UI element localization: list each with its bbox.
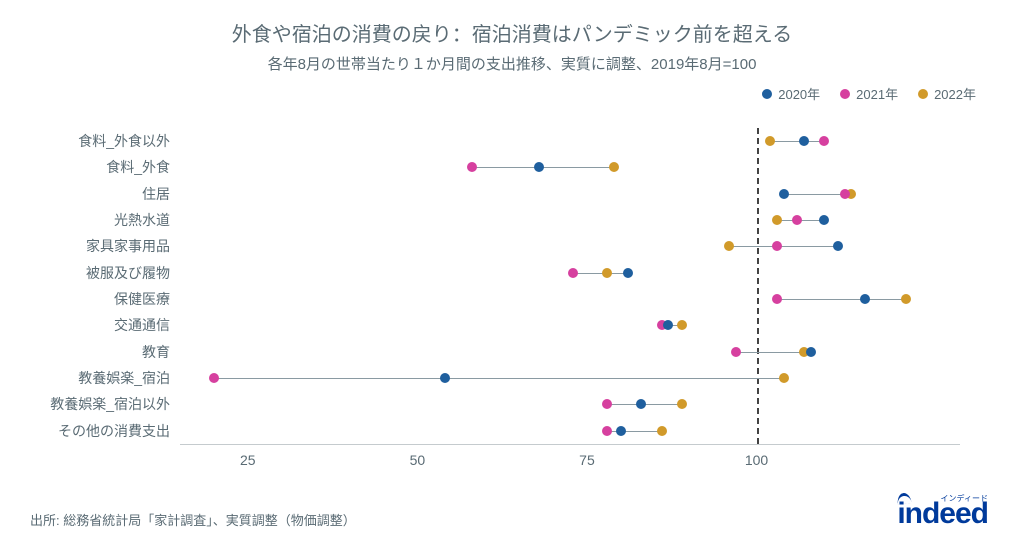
dot-2020 [833, 241, 843, 251]
plot-row: 光熱水道 [180, 207, 960, 233]
dot-2022 [602, 268, 612, 278]
plot-row: 教養娯楽_宿泊 [180, 365, 960, 391]
dot-2020 [636, 399, 646, 409]
plot-row: 家具家事用品 [180, 233, 960, 259]
dot-2022 [765, 136, 775, 146]
dot-2020 [616, 426, 626, 436]
chart-subtitle: 各年8月の世帯当たり１か月間の支出推移、実質に調整、2019年8月=100 [0, 47, 1024, 74]
dot-2022 [609, 162, 619, 172]
category-label: 教養娯楽_宿泊以外 [50, 391, 180, 417]
dot-2021 [819, 136, 829, 146]
dot-2020 [779, 189, 789, 199]
range-connector [214, 378, 784, 379]
dot-2020 [806, 347, 816, 357]
legend-dot-2021 [840, 89, 850, 99]
dot-2021 [209, 373, 219, 383]
dot-2021 [602, 426, 612, 436]
dot-2020 [819, 215, 829, 225]
dot-2022 [772, 215, 782, 225]
logo-ruby: インディード [941, 493, 988, 504]
dot-2022 [657, 426, 667, 436]
indeed-logo: indeed インディード [897, 499, 988, 529]
dot-2020 [799, 136, 809, 146]
category-label: その他の消費支出 [58, 418, 180, 444]
category-label: 家具家事用品 [86, 233, 180, 259]
dot-2020 [860, 294, 870, 304]
dot-2022 [901, 294, 911, 304]
legend-label-2021: 2021年 [856, 84, 898, 103]
legend-label-2020: 2020年 [778, 84, 820, 103]
dot-plot: 食料_外食以外食料_外食住居光熱水道家具家事用品被服及び履物保健医療交通通信教育… [180, 128, 960, 444]
category-label: 被服及び履物 [86, 260, 180, 286]
dot-2022 [677, 399, 687, 409]
dot-2021 [731, 347, 741, 357]
plot-row: 交通通信 [180, 312, 960, 338]
dot-2020 [440, 373, 450, 383]
legend: 2020年 2021年 2022年 [0, 74, 1024, 103]
plot-row: その他の消費支出 [180, 418, 960, 444]
dot-2021 [840, 189, 850, 199]
category-label: 教育 [142, 339, 180, 365]
chart-title: 外食や宿泊の消費の戻り：宿泊消費はパンデミック前を超える [0, 0, 1024, 47]
legend-label-2022: 2022年 [934, 84, 976, 103]
category-label: 教養娯楽_宿泊 [78, 365, 180, 391]
dot-2022 [724, 241, 734, 251]
plot-row: 教育 [180, 339, 960, 365]
category-label: 食料_外食 [106, 154, 180, 180]
dot-2021 [568, 268, 578, 278]
dot-2021 [602, 399, 612, 409]
dot-2021 [772, 241, 782, 251]
category-label: 交通通信 [114, 312, 180, 338]
plot-row: 食料_外食 [180, 154, 960, 180]
dot-2022 [779, 373, 789, 383]
plot-row: 教養娯楽_宿泊以外 [180, 391, 960, 417]
dot-2021 [792, 215, 802, 225]
legend-item-2022: 2022年 [918, 84, 976, 103]
category-label: 保健医療 [114, 286, 180, 312]
range-connector [770, 141, 824, 142]
x-axis-line [180, 444, 960, 445]
plot-row: 住居 [180, 181, 960, 207]
dot-2020 [663, 320, 673, 330]
source-text: 出所: 総務省統計局「家計調査」、実質調整（物価調整） [30, 510, 356, 529]
legend-item-2021: 2021年 [840, 84, 898, 103]
category-label: 住居 [142, 181, 180, 207]
dot-2021 [772, 294, 782, 304]
x-tick: 25 [240, 452, 256, 468]
x-tick: 50 [410, 452, 426, 468]
range-connector [573, 273, 627, 274]
dot-2021 [467, 162, 477, 172]
dot-2022 [677, 320, 687, 330]
x-tick: 75 [579, 452, 595, 468]
x-tick: 100 [745, 452, 768, 468]
dot-2020 [623, 268, 633, 278]
range-connector [777, 299, 906, 300]
plot-row: 被服及び履物 [180, 260, 960, 286]
legend-dot-2022 [918, 89, 928, 99]
category-label: 光熱水道 [114, 207, 180, 233]
plot-row: 食料_外食以外 [180, 128, 960, 154]
plot-row: 保健医療 [180, 286, 960, 312]
x-axis: 25 50 75 100 [180, 444, 960, 474]
range-connector [729, 246, 838, 247]
legend-dot-2020 [762, 89, 772, 99]
legend-item-2020: 2020年 [762, 84, 820, 103]
dot-2020 [534, 162, 544, 172]
logo-flag-icon [897, 492, 912, 505]
category-label: 食料_外食以外 [78, 128, 180, 154]
